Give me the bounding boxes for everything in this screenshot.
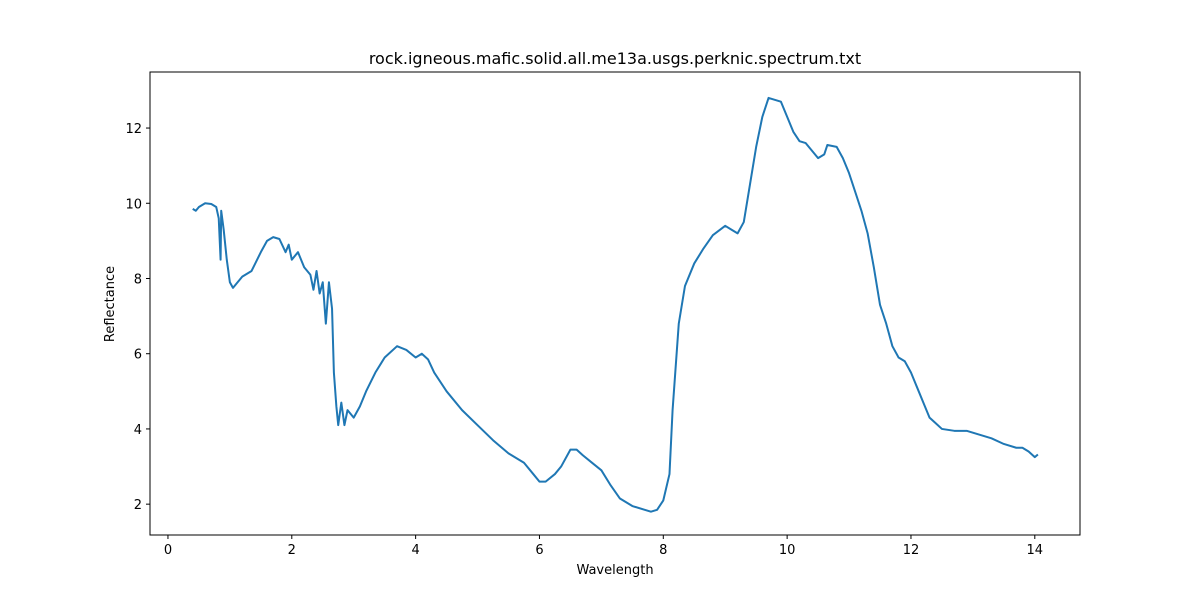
- x-tick-label: 4: [411, 543, 419, 558]
- plot-area: [192, 96, 1039, 513]
- y-tick-label: 2: [134, 498, 142, 513]
- y-tick-label: 4: [134, 423, 142, 438]
- y-axis-label: Reflectance: [103, 266, 118, 342]
- chart-title: rock.igneous.mafic.solid.all.me13a.usgs.…: [369, 49, 861, 68]
- y-tick-label: 12: [125, 122, 142, 137]
- x-tick-label: 8: [659, 543, 667, 558]
- x-tick-label: 12: [903, 543, 920, 558]
- y-tick-label: 8: [134, 272, 142, 287]
- x-axis-label: Wavelength: [576, 563, 653, 578]
- axes-frame: [149, 71, 1081, 536]
- x-tick-label: 6: [535, 543, 543, 558]
- x-tick-label: 14: [1027, 543, 1044, 558]
- x-tick-label: 2: [288, 543, 296, 558]
- y-tick-label: 6: [134, 348, 142, 363]
- y-tick-label: 10: [125, 197, 142, 212]
- x-tick-label: 10: [779, 543, 796, 558]
- x-tick-label: 0: [164, 543, 172, 558]
- data-line: [192, 96, 1039, 513]
